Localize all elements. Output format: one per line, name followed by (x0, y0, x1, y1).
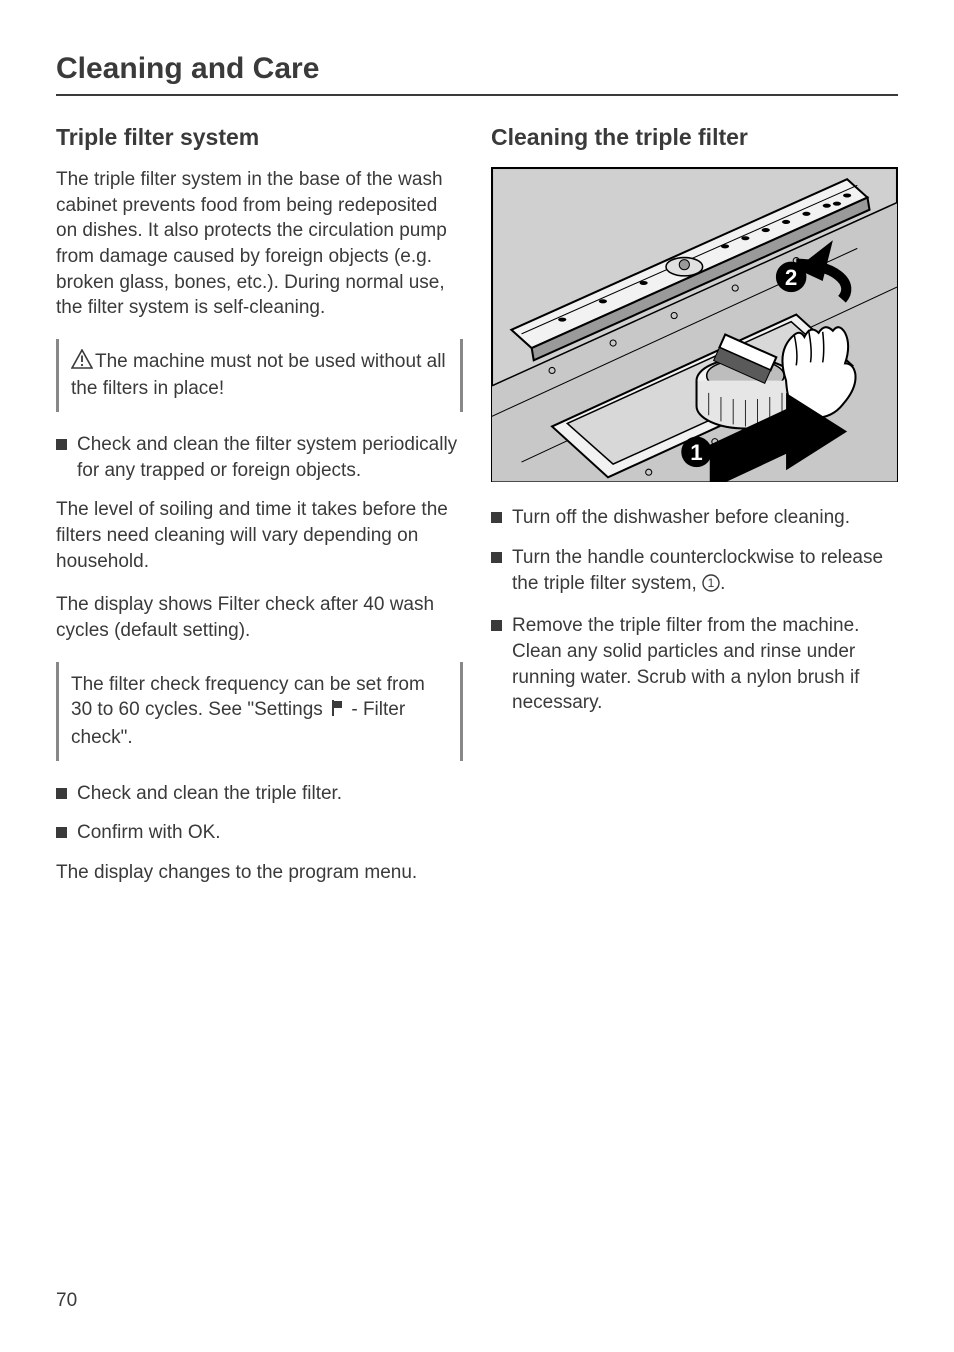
bullet-text: Turn the handle counterclockwise to rele… (512, 545, 898, 599)
filter-diagram: 1 2 (491, 167, 898, 487)
page-number: 70 (56, 1290, 77, 1312)
content-columns: Triple filter system The triple filter s… (56, 124, 898, 903)
left-heading: Triple filter system (56, 124, 463, 151)
bullet-icon (56, 827, 67, 838)
bullet-text: Remove the triple filter from the machin… (512, 613, 898, 716)
left-column: Triple filter system The triple filter s… (56, 124, 463, 903)
right-heading: Cleaning the triple filter (491, 124, 898, 151)
left-intro: The triple filter system in the base of … (56, 167, 463, 321)
warning-callout: The machine must not be used without all… (56, 339, 463, 412)
list-item: Check and clean the filter system period… (56, 432, 463, 483)
list-item: Turn off the dishwasher before cleaning. (491, 505, 898, 531)
bullet-icon (491, 512, 502, 523)
list-item: Check and clean the triple filter. (56, 781, 463, 807)
svg-text:1: 1 (690, 440, 702, 465)
flag-icon (330, 699, 344, 725)
info-callout: The filter check frequency can be set fr… (56, 662, 463, 761)
bullet-text: Check and clean the filter system period… (77, 432, 463, 483)
svg-text:2: 2 (785, 265, 797, 290)
bullet-text: Turn off the dishwasher before cleaning. (512, 505, 898, 531)
svg-text:1: 1 (708, 576, 715, 590)
warning-icon (71, 349, 93, 377)
left-para-menu: The display changes to the program menu. (56, 860, 463, 886)
circled-one-icon: 1 (702, 574, 720, 600)
bullet-icon (491, 620, 502, 631)
list-item: Confirm with OK. (56, 820, 463, 846)
left-para-soiling: The level of soiling and time it takes b… (56, 497, 463, 574)
bullet-icon (56, 439, 67, 450)
bullet-icon (491, 552, 502, 563)
left-para-display: The display shows Filter check after 40 … (56, 592, 463, 643)
list-item: Remove the triple filter from the machin… (491, 613, 898, 716)
bullet-icon (56, 788, 67, 799)
list-item: Turn the handle counterclockwise to rele… (491, 545, 898, 599)
right-column: Cleaning the triple filter (491, 124, 898, 903)
warning-text: The machine must not be used without all… (71, 351, 446, 400)
bullet-text: Confirm with OK. (77, 820, 463, 846)
bullet-text: Check and clean the triple filter. (77, 781, 463, 807)
page-title: Cleaning and Care (56, 52, 898, 96)
